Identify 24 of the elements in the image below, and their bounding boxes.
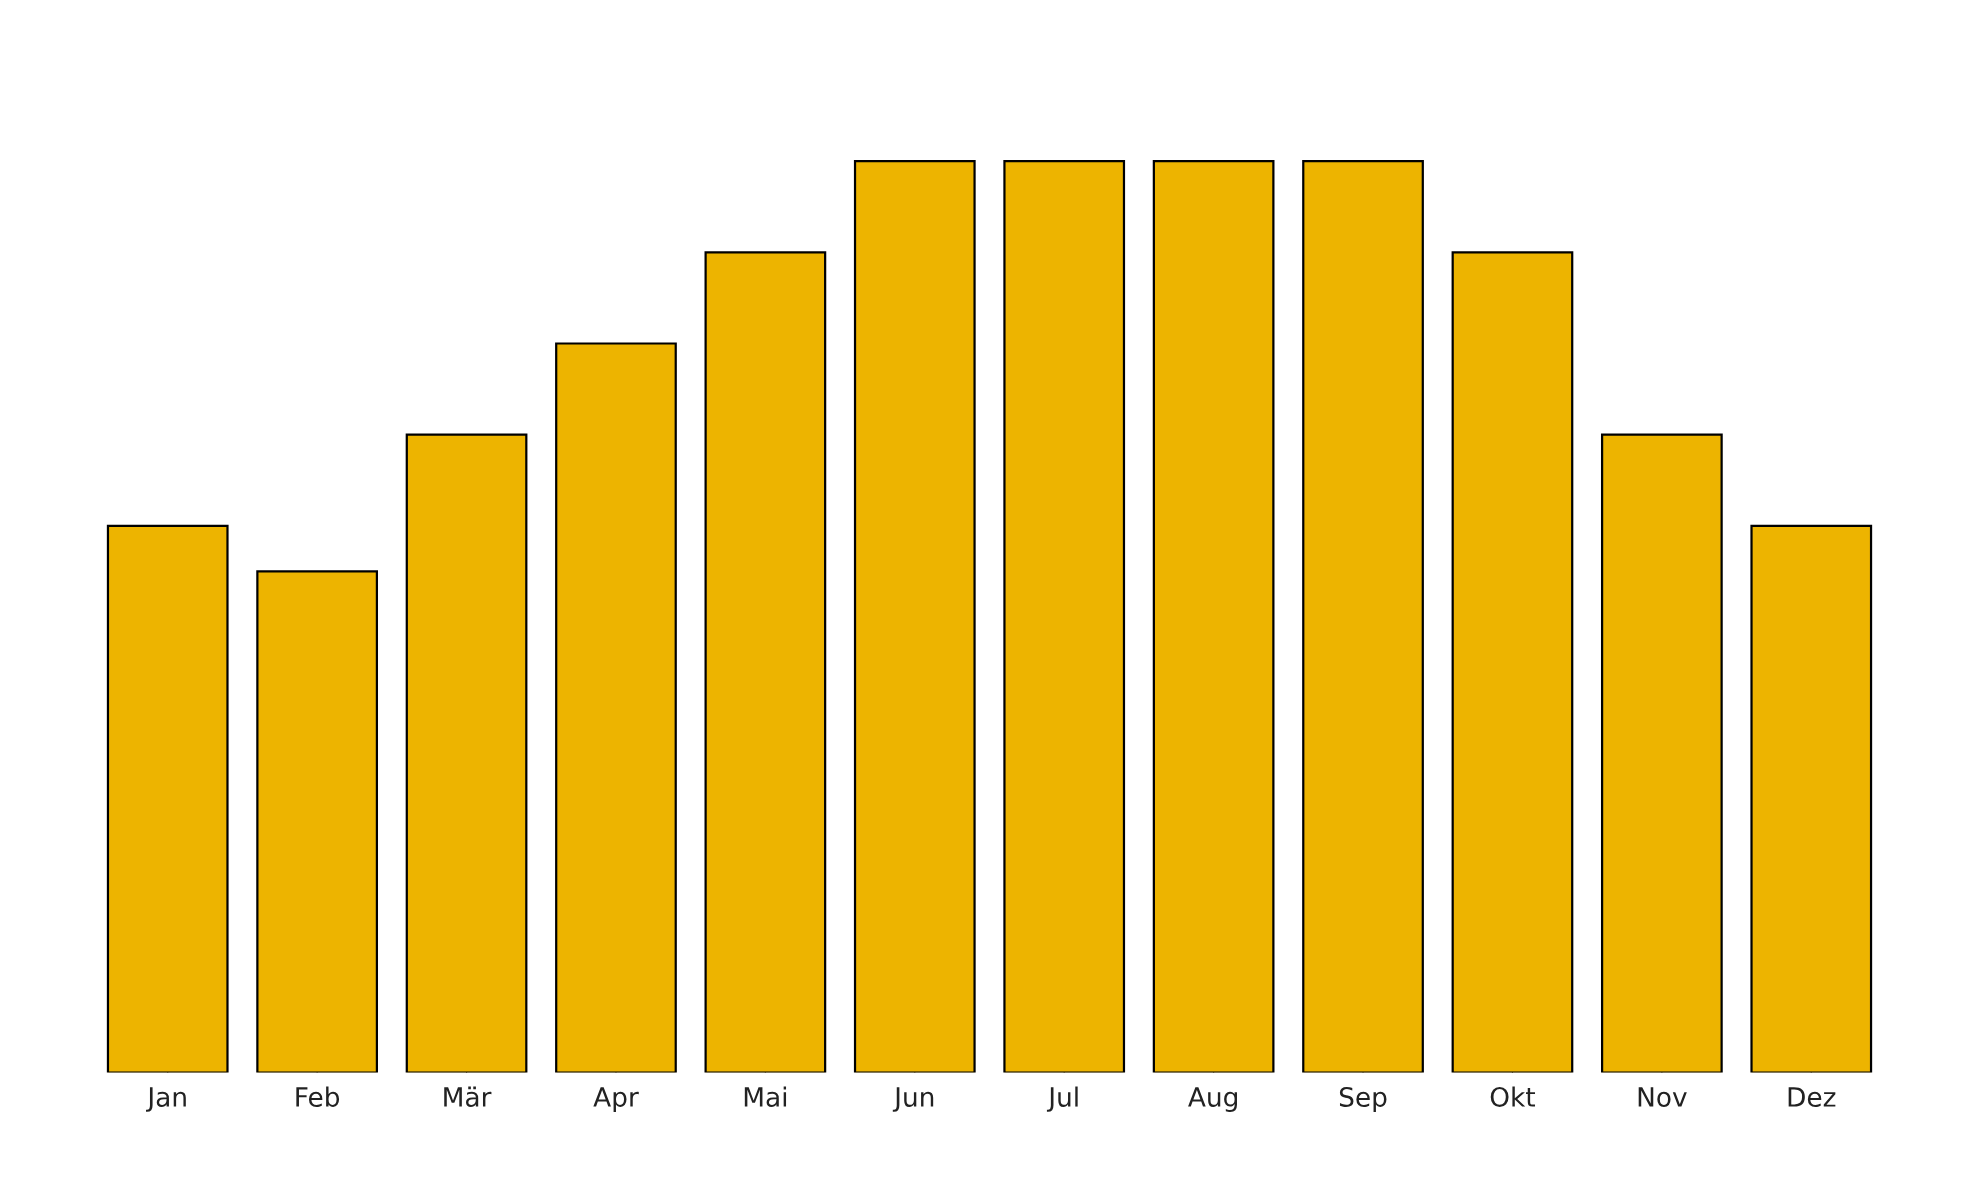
bar [1451, 251, 1574, 1073]
bar [106, 524, 229, 1073]
bar [1600, 433, 1723, 1073]
bar [1302, 160, 1424, 1073]
bar [555, 342, 677, 1073]
bar [1750, 524, 1873, 1073]
bar [256, 570, 379, 1073]
bar [704, 251, 827, 1073]
x-tick-label: Dez [1788, 1087, 1836, 1107]
x-tick-label: Okt [1490, 1086, 1536, 1107]
x-tick-label: Jul [1046, 1086, 1078, 1112]
bar [405, 433, 528, 1073]
bar [1152, 160, 1275, 1073]
bar [853, 160, 976, 1073]
x-tick-label: Mär [444, 1086, 492, 1107]
x-tick-label: Jun [892, 1087, 934, 1112]
x-tick-label: Nov [1638, 1087, 1687, 1107]
bar [1003, 160, 1126, 1073]
x-tick-label: Jan [146, 1087, 186, 1112]
x-tick-label: Mai [744, 1086, 787, 1107]
x-tick-label: Aug [1188, 1087, 1237, 1113]
x-tick-label: Feb [296, 1086, 340, 1107]
x-tick-label: Apr [593, 1087, 639, 1113]
x-tick-label: Sep [1339, 1086, 1387, 1113]
